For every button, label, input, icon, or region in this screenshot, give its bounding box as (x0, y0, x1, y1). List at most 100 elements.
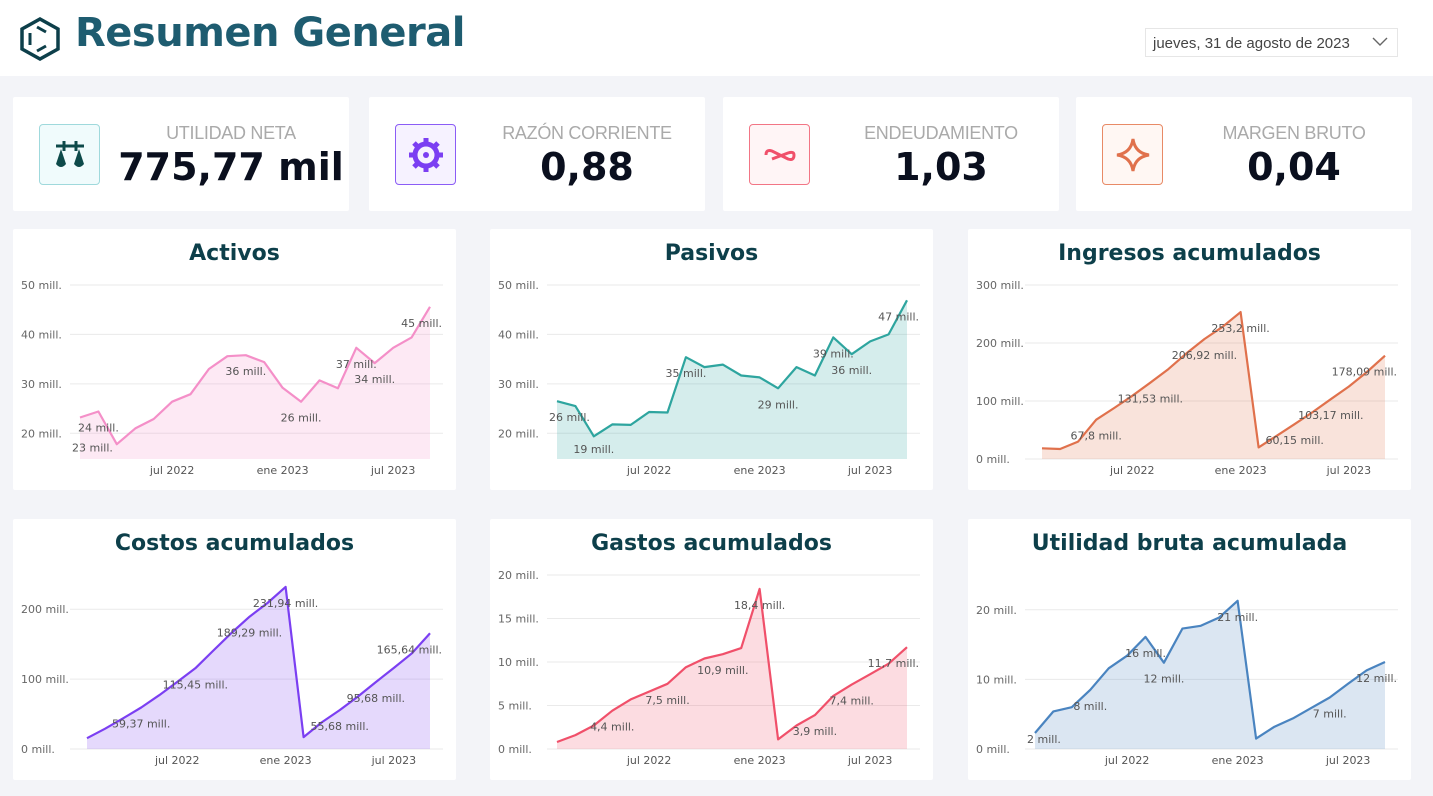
series-line (1034, 599, 1386, 740)
chart-title: Activos (189, 241, 280, 266)
data-label: 67,8 mill. (1070, 430, 1121, 443)
x-tick-label: jul 2023 (370, 464, 416, 477)
data-label: 36 mill. (225, 365, 266, 378)
y-tick-label: 50 mill. (21, 279, 62, 292)
x-tick-label: jul 2022 (154, 754, 200, 767)
data-label: 189,29 mill. (217, 627, 282, 640)
data-label: 12 mill. (1356, 672, 1397, 685)
kpi-card-raz-n-corriente: RAZÓN CORRIENTE 0,88 (369, 97, 705, 211)
data-label: 103,17 mill. (1298, 409, 1363, 422)
x-tick-label: jul 2023 (371, 754, 417, 767)
hexagon-logo-icon (20, 16, 60, 62)
x-tick-label: ene 2023 (734, 754, 786, 767)
x-tick-label: jul 2023 (847, 464, 893, 477)
data-label: 7,4 mill. (830, 695, 874, 708)
data-label: 2 mill. (1027, 733, 1061, 746)
kpi-label: UTILIDAD NETA (166, 123, 296, 143)
y-tick-label: 50 mill. (498, 279, 539, 292)
series-area (80, 306, 430, 459)
area-chart: 0 mill. 10 mill. 20 mill. jul 2022 ene 2023 j… (976, 599, 1398, 767)
x-tick-label: ene 2023 (734, 464, 786, 477)
series-line (556, 587, 908, 744)
area-chart: 20 mill. 30 mill. 40 mill. 50 mill. jul 2022… (498, 279, 920, 477)
header: Resumen General jueves, 31 de agosto de … (0, 0, 1433, 76)
data-label: 19 mill. (573, 443, 614, 456)
x-tick-label: jul 2022 (626, 464, 672, 477)
data-label: 45 mill. (401, 317, 442, 330)
series-area (557, 300, 907, 459)
kpi-icon-box (39, 124, 100, 185)
y-tick-label: 100 mill. (976, 395, 1024, 408)
y-tick-label: 10 mill. (498, 656, 539, 669)
data-label: 36 mill. (831, 364, 872, 377)
data-label: 21 mill. (1217, 611, 1258, 624)
date-dropdown[interactable]: jueves, 31 de agosto de 2023 (1145, 28, 1398, 57)
kpi-card-margen-bruto: MARGEN BRUTO 0,04 (1076, 97, 1412, 211)
data-label: 95,68 mill. (347, 692, 405, 705)
x-tick-label: jul 2022 (1109, 464, 1155, 477)
date-value: jueves, 31 de agosto de 2023 (1153, 35, 1350, 52)
x-tick-label: ene 2023 (260, 754, 312, 767)
data-label: 11,7 mill. (868, 657, 919, 670)
data-label: 59,37 mill. (112, 718, 170, 731)
y-tick-label: 200 mill. (21, 603, 69, 616)
data-label: 16 mill. (1125, 647, 1166, 660)
data-label: 47 mill. (878, 310, 919, 323)
data-label: 7,5 mill. (645, 694, 689, 707)
data-label: 7 mill. (1313, 707, 1347, 720)
kpi-label: ENDEUDAMIENTO (864, 123, 1018, 143)
x-tick-label: jul 2023 (1326, 464, 1372, 477)
x-tick-label: jul 2022 (1104, 754, 1150, 767)
data-label: 10,9 mill. (697, 664, 748, 677)
y-tick-label: 40 mill. (498, 328, 539, 341)
data-label: 26 mill. (549, 411, 590, 424)
chevron-down-icon (1372, 37, 1388, 46)
data-label: 34 mill. (354, 373, 395, 386)
kpi-label: MARGEN BRUTO (1222, 123, 1366, 143)
x-tick-label: ene 2023 (1215, 464, 1267, 477)
kpi-label: RAZÓN CORRIENTE (502, 123, 672, 143)
area-chart: 0 mill. 5 mill. 10 mill. 15 mill. 20 mill. ju… (498, 569, 920, 767)
kpi-card-endeudamiento: ENDEUDAMIENTO 1,03 (723, 97, 1059, 211)
data-label: 206,92 mill. (1172, 349, 1237, 362)
series-line (556, 299, 908, 438)
data-label: 60,15 mill. (1266, 434, 1324, 447)
chart-card-activos: 20 mill. 30 mill. 40 mill. 50 mill. jul 2022… (13, 229, 456, 490)
y-tick-label: 0 mill. (976, 743, 1010, 756)
kpi-icon-box (749, 124, 810, 185)
series-area (557, 588, 907, 749)
series-line (86, 585, 431, 740)
kpi-card-utilidad-neta: UTILIDAD NETA 775,77 mil (13, 97, 349, 211)
y-tick-label: 15 mill. (498, 613, 539, 626)
infinity-icon (764, 149, 796, 161)
data-label: 131,53 mill. (1118, 393, 1183, 406)
data-label: 24 mill. (78, 422, 119, 435)
y-tick-label: 5 mill. (498, 700, 532, 713)
kpi-value: 775,77 mil (118, 145, 344, 189)
area-chart: 0 mill. 100 mill. 200 mill. 300 mill. jul 20… (976, 279, 1398, 477)
data-label: 37 mill. (336, 358, 377, 371)
x-tick-label: jul 2022 (626, 754, 672, 767)
data-label: 4,4 mill. (590, 721, 634, 734)
series-area (87, 586, 430, 749)
chart-card-costos-acumulados: 0 mill. 100 mill. 200 mill. jul 2022 ene 202… (13, 519, 456, 780)
y-tick-label: 300 mill. (976, 279, 1024, 292)
data-label: 8 mill. (1073, 700, 1107, 713)
x-tick-label: jul 2022 (149, 464, 195, 477)
scales-icon (56, 141, 84, 167)
y-tick-label: 0 mill. (976, 453, 1010, 466)
gear-icon (409, 138, 443, 172)
chart-card-pasivos: 20 mill. 30 mill. 40 mill. 50 mill. jul 2022… (490, 229, 933, 490)
y-tick-label: 0 mill. (498, 743, 532, 756)
data-label: 178,09 mill. (1332, 366, 1397, 379)
chart-title: Costos acumulados (114, 531, 355, 556)
data-label: 18,4 mill. (734, 599, 785, 612)
data-label: 115,45 mill. (163, 678, 228, 691)
data-label: 3,9 mill. (793, 725, 837, 738)
y-tick-label: 0 mill. (21, 743, 55, 756)
series-line (79, 306, 431, 446)
data-label: 26 mill. (281, 412, 322, 425)
data-label: 165,64 mill. (377, 643, 442, 656)
data-label: 39 mill. (813, 347, 854, 360)
series-area (1035, 600, 1385, 749)
